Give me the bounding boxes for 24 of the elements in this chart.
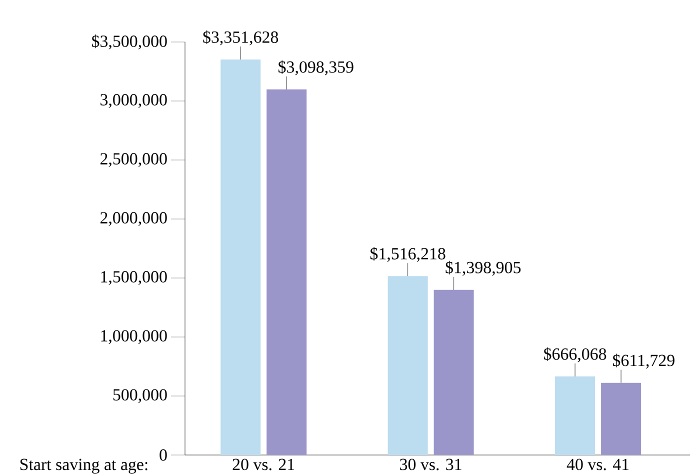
- y-tick-label: 0: [160, 449, 167, 461]
- data-label: $666,068: [544, 347, 606, 362]
- x-tick-label: 40 vs. 41: [566, 458, 629, 470]
- data-label: $1,398,905: [446, 260, 521, 276]
- bar: [434, 290, 474, 455]
- y-tick-label: 3,000,000: [100, 94, 167, 108]
- y-tick-label: 1,500,000: [101, 271, 167, 285]
- data-label: $3,351,628: [203, 30, 278, 46]
- bar: [266, 89, 307, 455]
- data-label: $1,516,218: [370, 247, 446, 262]
- y-tick-label: $3,500,000: [92, 34, 167, 50]
- bar: [555, 376, 596, 455]
- bar: [220, 60, 261, 455]
- y-tick-label: 2,000,000: [100, 212, 167, 226]
- x-axis-title: Start saving at age:: [20, 458, 148, 474]
- y-tick-label: 500,000: [113, 389, 167, 403]
- y-tick-label: 1,000,000: [101, 330, 167, 344]
- x-tick-label: 20 vs. 21: [232, 458, 294, 470]
- data-label: $3,098,359: [278, 60, 354, 76]
- y-tick-label: 2,500,000: [100, 153, 167, 167]
- data-label: $611,729: [612, 354, 674, 369]
- bar: [601, 382, 642, 455]
- x-tick-label: 30 vs. 31: [400, 458, 462, 470]
- bar: [388, 276, 428, 455]
